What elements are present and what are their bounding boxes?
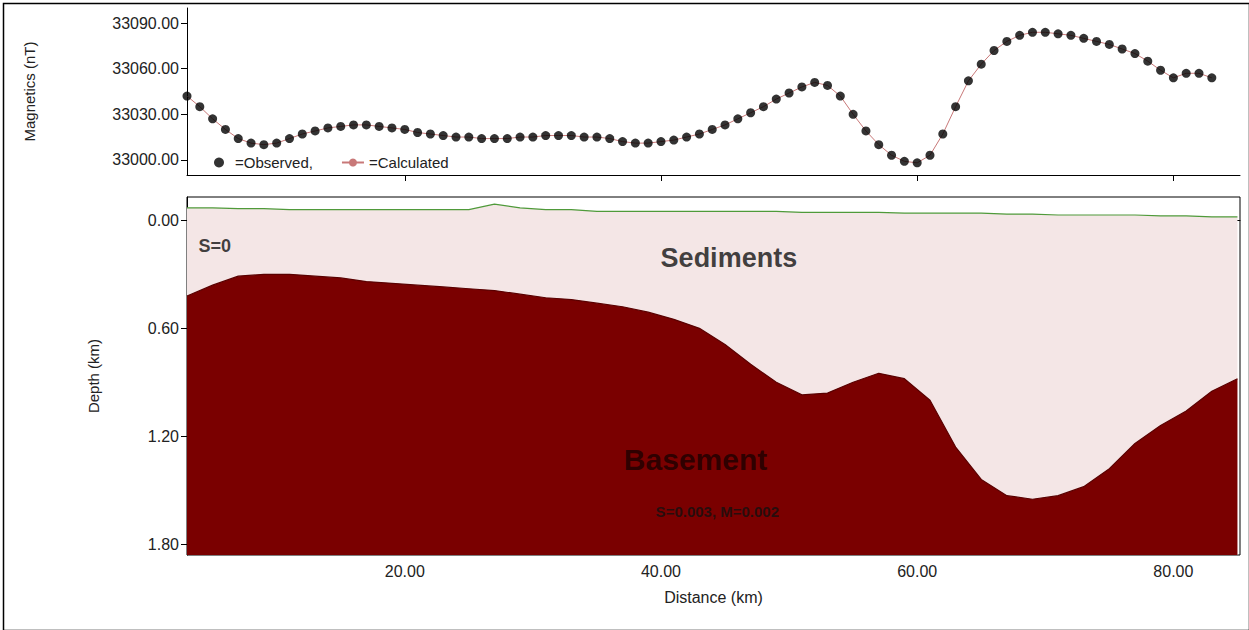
- svg-text:0.60: 0.60: [148, 320, 179, 337]
- svg-text:S=0.003, M=0.002: S=0.003, M=0.002: [656, 503, 779, 520]
- svg-text:33060.00: 33060.00: [112, 60, 179, 77]
- svg-text:33030.00: 33030.00: [112, 106, 179, 123]
- svg-text:Magnetics (nT): Magnetics (nT): [21, 41, 38, 141]
- svg-text:Depth (km): Depth (km): [85, 339, 102, 413]
- svg-text:0.00: 0.00: [148, 212, 179, 229]
- svg-text:60.00: 60.00: [897, 563, 937, 580]
- svg-text:40.00: 40.00: [641, 563, 681, 580]
- svg-text:33000.00: 33000.00: [112, 151, 179, 168]
- svg-text:33090.00: 33090.00: [112, 15, 179, 32]
- svg-text:1.80: 1.80: [148, 536, 179, 553]
- svg-text:1.20: 1.20: [148, 428, 179, 445]
- svg-text:Sediments: Sediments: [661, 243, 798, 273]
- svg-text:80.00: 80.00: [1153, 563, 1193, 580]
- svg-text:=Observed,: =Observed,: [235, 154, 313, 171]
- svg-text:Basement: Basement: [624, 443, 767, 476]
- svg-text:20.00: 20.00: [385, 563, 425, 580]
- svg-text:S=0: S=0: [199, 236, 232, 256]
- svg-text:Distance (km): Distance (km): [664, 589, 763, 606]
- svg-text:=Calculated: =Calculated: [369, 154, 449, 171]
